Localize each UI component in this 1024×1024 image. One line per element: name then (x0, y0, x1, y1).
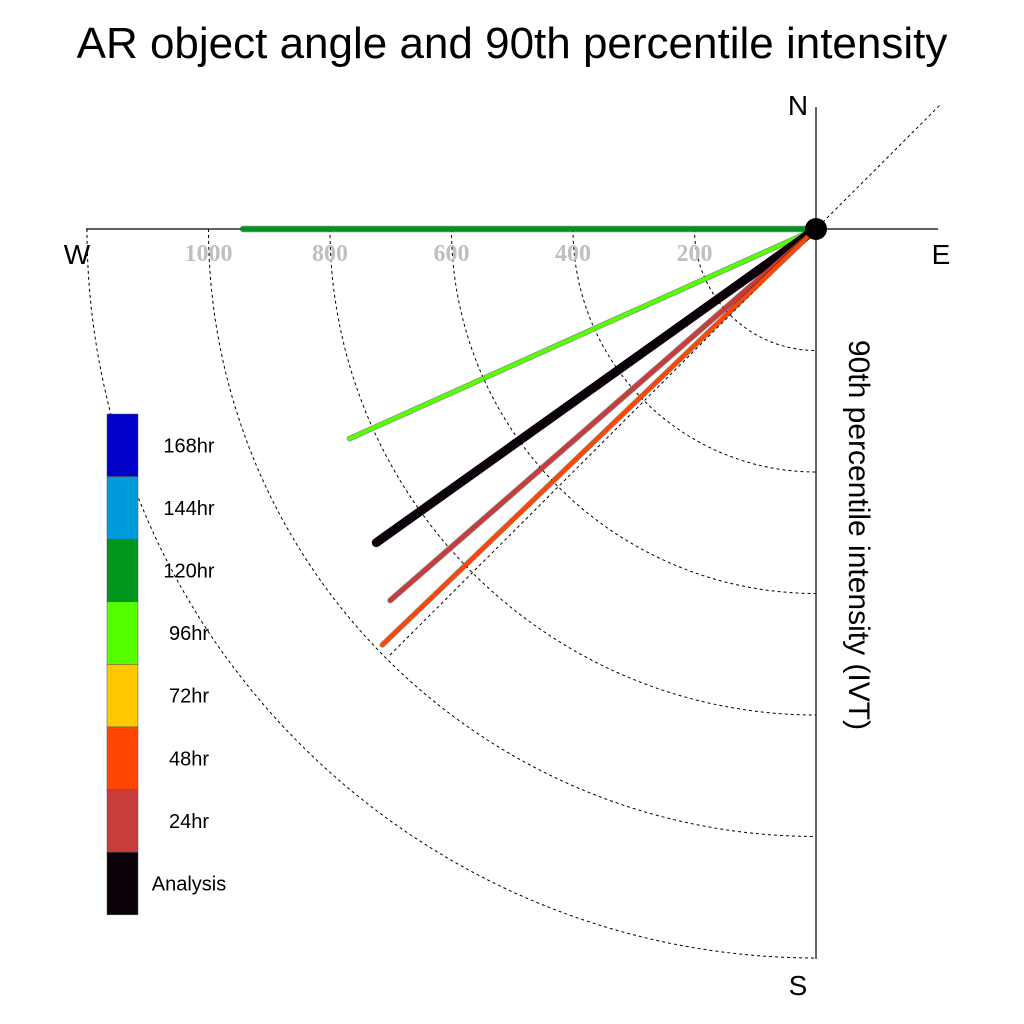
series-line-96hr (347, 227, 818, 441)
legend-swatch-48hr (106, 726, 139, 790)
radial-tick-labels: 200 400 600 800 1000 (185, 241, 713, 267)
compass-west-label: W (64, 239, 91, 270)
radial-circle-600 (451, 228, 817, 594)
radial-tick-label-200: 200 (677, 241, 713, 267)
legend-swatch-120hr (106, 538, 139, 603)
compass-east-label: E (932, 239, 951, 270)
radial-circle-800 (329, 228, 817, 716)
legend-label-72hr: 72hr (169, 686, 209, 708)
series-lines (239, 224, 821, 648)
compass-south-label: S (789, 970, 808, 1001)
legend-label-24hr: 24hr (169, 811, 209, 833)
legend-label-analysis: Analysis (152, 874, 226, 896)
legend-swatch-168hr (106, 413, 139, 477)
diagonal-reference-line (389, 104, 941, 656)
radial-tick-label-1000: 1000 (185, 241, 233, 267)
radial-circle-200 (694, 228, 817, 351)
legend-swatch-144hr (106, 476, 139, 540)
radial-tick-label-400: 400 (555, 241, 591, 267)
radial-circle-1000 (208, 228, 817, 837)
origin-point (805, 218, 827, 240)
radial-circle-400 (572, 228, 817, 473)
series-line-analysis (371, 224, 821, 548)
legend: 168hr 144hr 120hr 96hr 72hr 48hr 24hr Analysis (106, 413, 226, 916)
legend-swatch-24hr (106, 789, 139, 853)
legend-swatch-analysis (106, 851, 139, 916)
polar-grid (86, 228, 817, 959)
series-line-24hr (388, 226, 819, 603)
legend-swatch-96hr (106, 601, 139, 665)
legend-label-168hr: 168hr (163, 435, 214, 457)
legend-swatch-72hr (106, 664, 139, 728)
radial-circle-1200 (86, 228, 817, 959)
radial-tick-label-800: 800 (312, 241, 348, 267)
series-line-48hr (380, 227, 818, 647)
radial-tick-label-600: 600 (434, 241, 470, 267)
legend-label-120hr: 120hr (163, 561, 214, 583)
legend-label-48hr: 48hr (169, 748, 209, 770)
legend-label-96hr: 96hr (169, 623, 209, 645)
y-axis-label: 90th percentile intensity (IVT) (842, 340, 875, 730)
chart-title: AR object angle and 90th percentile inte… (77, 19, 948, 68)
legend-label-144hr: 144hr (163, 498, 214, 520)
compass-north-label: N (788, 90, 808, 121)
